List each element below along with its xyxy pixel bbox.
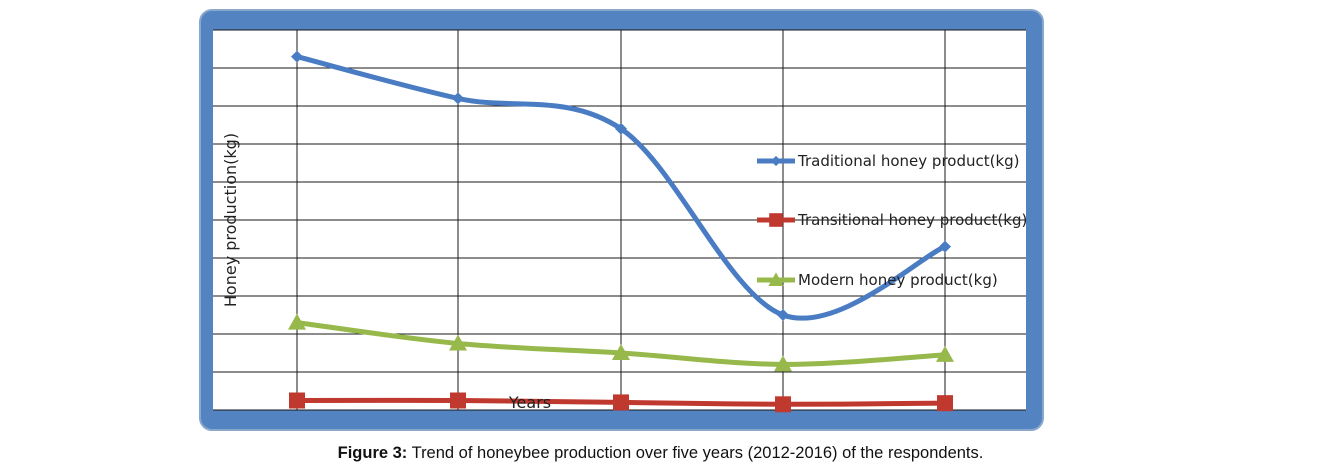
data-point <box>936 345 954 362</box>
data-point <box>615 122 627 135</box>
data-point <box>450 392 466 409</box>
y-axis-label: Honey production(kg) <box>221 133 240 307</box>
data-point <box>291 50 303 63</box>
figure-caption-text: Trend of honeybee production over five y… <box>407 444 984 462</box>
legend-label: Transitional honey product(kg) <box>797 211 1027 229</box>
series-square <box>289 392 953 413</box>
series-diamond <box>291 50 951 321</box>
data-point <box>939 240 951 253</box>
series-triangle <box>288 313 954 372</box>
x-axis-label: Years <box>508 393 551 412</box>
legend-entry: Traditional honey product(kg) <box>757 152 1020 170</box>
legend-marker <box>770 155 782 167</box>
chart: Honey production(kg) Years Traditional h… <box>199 9 1044 431</box>
legend-marker <box>768 272 784 286</box>
legend-marker <box>769 213 783 227</box>
legend: Traditional honey product(kg) Transitiona… <box>757 152 1027 289</box>
legend-label: Traditional honey product(kg) <box>797 152 1020 170</box>
data-point <box>777 309 789 321</box>
series-layer <box>288 50 954 413</box>
data-point <box>612 344 630 360</box>
data-point <box>449 334 467 351</box>
data-point <box>937 395 953 412</box>
legend-label: Modern honey product(kg) <box>798 271 998 289</box>
data-point <box>452 92 464 105</box>
data-point <box>288 313 306 330</box>
data-point <box>289 392 305 409</box>
figure-caption-label: Figure 3: <box>337 444 408 462</box>
series-line <box>294 54 948 321</box>
data-point <box>613 394 629 411</box>
legend-entry: Transitional honey product(kg) <box>757 211 1027 229</box>
data-point <box>775 396 791 413</box>
legend-entry: Modern honey product(kg) <box>757 271 998 289</box>
data-point <box>774 355 792 372</box>
figure-caption: Figure 3: Trend of honeybee production o… <box>0 444 1321 463</box>
gridlines <box>213 29 1026 411</box>
